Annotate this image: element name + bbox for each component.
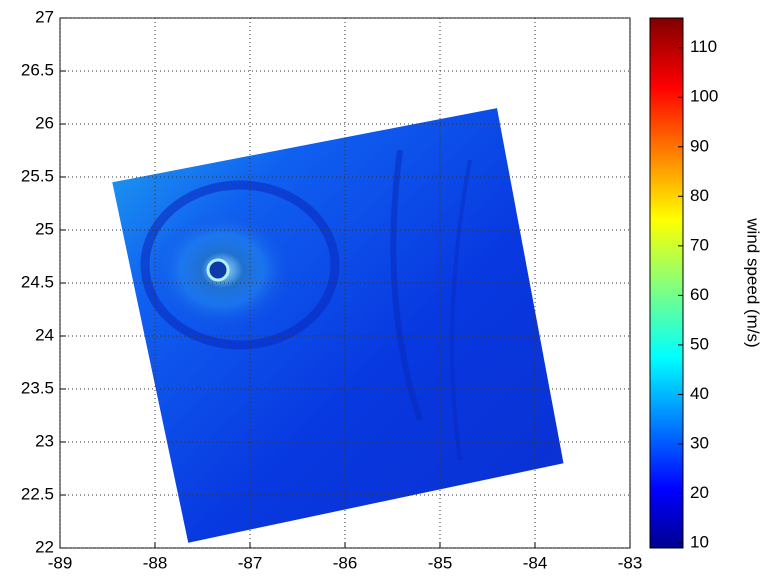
y-tick-label: 26.5: [21, 60, 54, 79]
colorbar-tick-label: 110: [690, 37, 717, 56]
colorbar-tick-label: 100: [690, 87, 718, 106]
colorbar: [649, 17, 684, 549]
colorbar-tick-label: 90: [690, 136, 709, 155]
x-tick-label: -89: [48, 553, 73, 572]
y-tick-label: 22.5: [21, 484, 54, 503]
colorbar-tick-label: 60: [690, 285, 709, 304]
colorbar-label: wind speed (m/s): [744, 217, 763, 347]
y-tick-label: 25.5: [21, 166, 54, 185]
y-tick-label: 24.5: [21, 272, 54, 291]
x-tick-label: -86: [333, 553, 358, 572]
colorbar-tick-label: 70: [690, 235, 709, 254]
colorbar-tick-label: 80: [690, 186, 709, 205]
rainband: [390, 149, 423, 421]
spiral-band: [140, 180, 340, 350]
y-tick-label: 27: [35, 7, 54, 26]
x-tick-label: -83: [618, 553, 643, 572]
colorbar-tick-label: 30: [690, 433, 709, 452]
colorbar-tick-label: 50: [690, 334, 709, 353]
y-tick-label: 25: [35, 219, 54, 238]
y-tick-label: 23.5: [21, 378, 54, 397]
x-tick-label: -84: [523, 553, 548, 572]
x-tick-label: -85: [428, 553, 453, 572]
x-tick-label: -88: [143, 553, 168, 572]
y-tick-label: 26: [35, 113, 54, 132]
colorbar-tick-label: 20: [690, 483, 709, 502]
x-tick-label: -87: [238, 553, 263, 572]
colorbar-tick-label: 40: [690, 384, 709, 403]
eye: [206, 258, 230, 282]
plot-area: [112, 108, 564, 543]
colorbar-tick-label: 10: [690, 533, 709, 552]
y-tick-label: 24: [35, 325, 54, 344]
y-tick-label: 22: [35, 537, 54, 556]
rainband: [450, 159, 472, 461]
y-tick-label: 23: [35, 431, 54, 450]
